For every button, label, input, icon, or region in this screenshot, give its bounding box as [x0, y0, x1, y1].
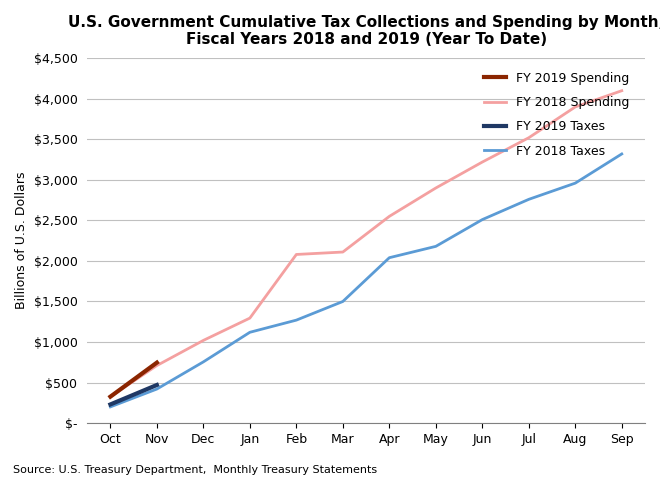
Text: Source: U.S. Treasury Department,  Monthly Treasury Statements: Source: U.S. Treasury Department, Monthl… — [13, 465, 378, 475]
Title: U.S. Government Cumulative Tax Collections and Spending by Month,
Fiscal Years 2: U.S. Government Cumulative Tax Collectio… — [68, 15, 660, 48]
Legend: FY 2019 Spending, FY 2018 Spending, FY 2019 Taxes, FY 2018 Taxes: FY 2019 Spending, FY 2018 Spending, FY 2… — [484, 72, 630, 157]
Y-axis label: Billions of U.S. Dollars: Billions of U.S. Dollars — [15, 172, 28, 310]
